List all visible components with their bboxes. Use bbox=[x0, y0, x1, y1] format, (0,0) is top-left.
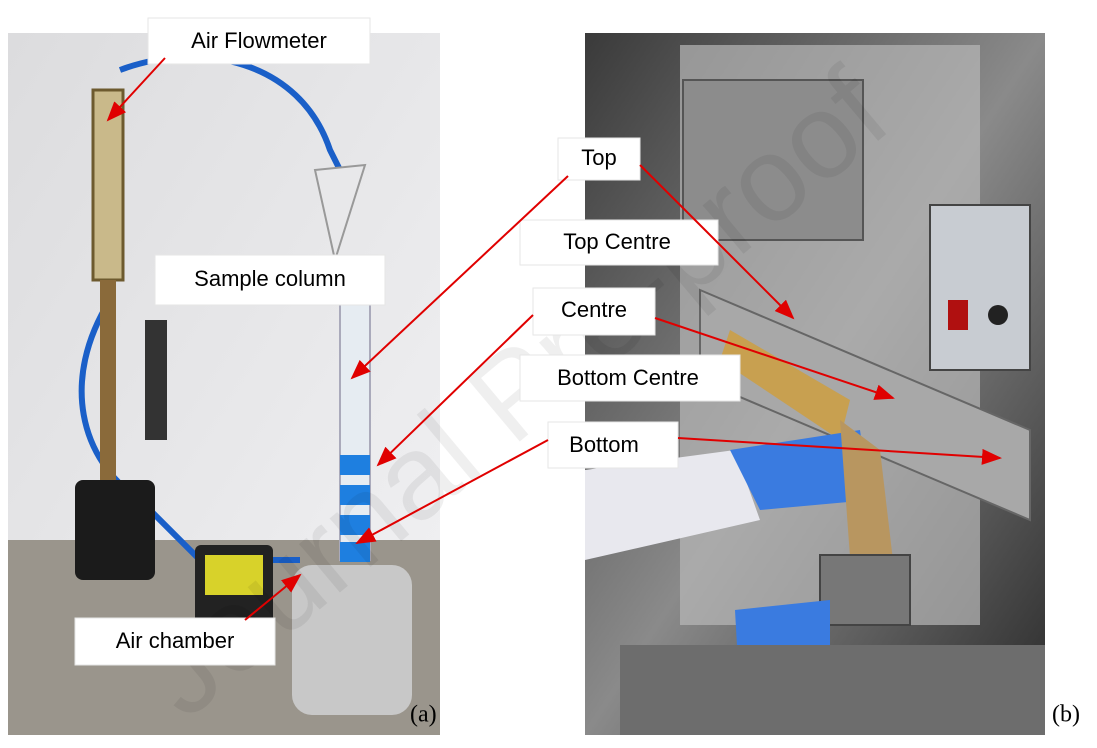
label-box bbox=[154, 254, 386, 306]
label: Air Flowmeter bbox=[191, 28, 327, 53]
arrow bbox=[376, 314, 534, 467]
label: Top bbox=[581, 145, 616, 170]
label: Centre bbox=[561, 297, 627, 322]
label-box bbox=[74, 617, 276, 666]
label-box bbox=[147, 17, 371, 65]
label: Bottom Centre bbox=[557, 365, 699, 390]
arrow bbox=[244, 573, 302, 621]
label-box bbox=[557, 137, 641, 181]
arrow bbox=[355, 439, 549, 544]
panel-caption: (a) bbox=[410, 702, 437, 728]
label: Air chamber bbox=[116, 628, 235, 653]
label-box bbox=[532, 287, 656, 336]
labels: Air Flowmeter Sample column Air chamber … bbox=[74, 17, 1080, 728]
arrows bbox=[106, 57, 1002, 621]
label-box bbox=[547, 421, 679, 469]
arrow bbox=[106, 57, 166, 122]
arrow bbox=[677, 437, 1002, 465]
panel-caption: (b) bbox=[1052, 702, 1080, 728]
label: Top Centre bbox=[563, 229, 671, 254]
label: Sample column bbox=[194, 266, 346, 291]
arrow bbox=[350, 175, 569, 380]
arrow bbox=[639, 164, 795, 320]
arrow bbox=[654, 317, 895, 400]
label: Bottom bbox=[569, 432, 639, 457]
label-box bbox=[519, 354, 741, 402]
